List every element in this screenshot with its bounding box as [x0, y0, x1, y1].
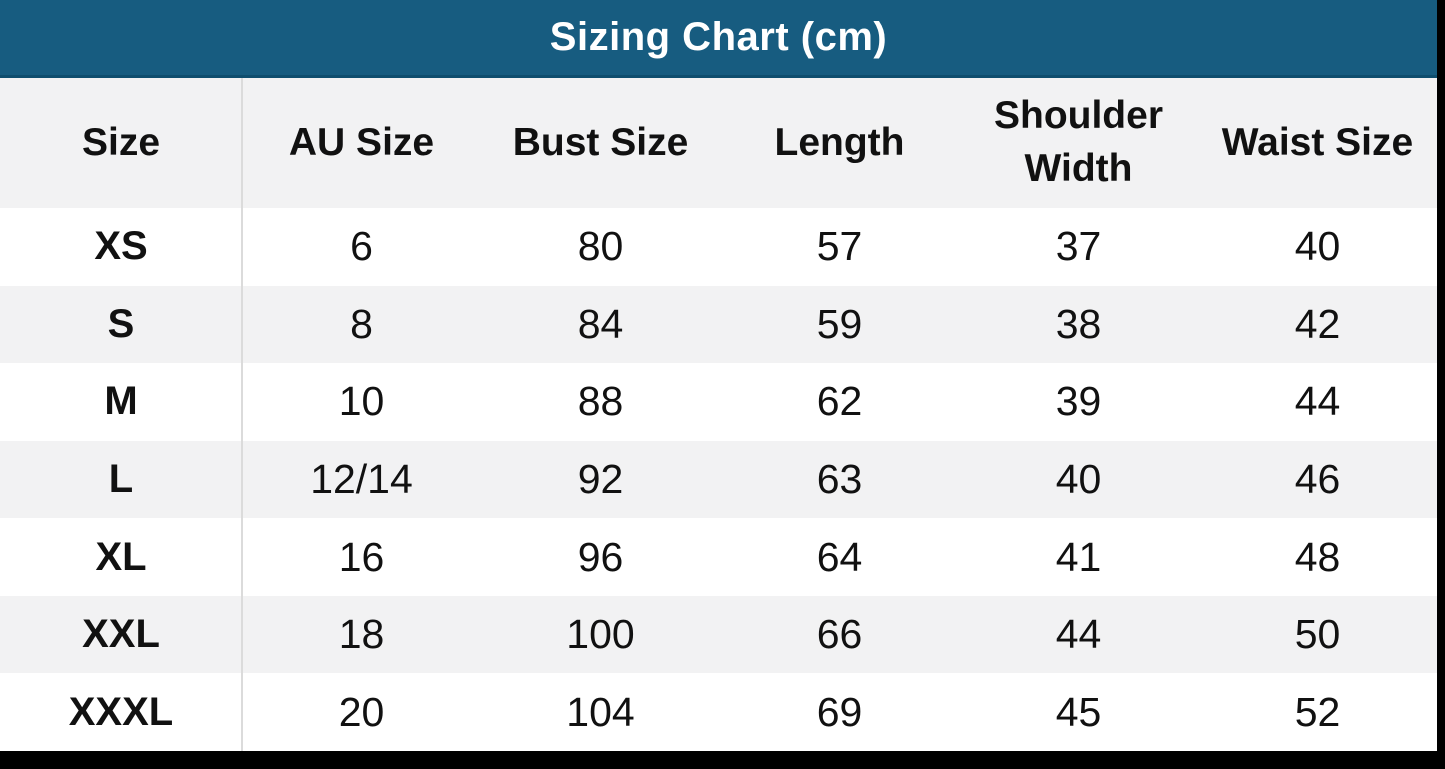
column-header-au-size: AU Size: [288, 120, 435, 164]
value-cell: 45: [1055, 688, 1102, 735]
size-column-separator: [241, 78, 243, 751]
value-cell: 84: [577, 300, 624, 347]
size-label-cell: M: [104, 379, 138, 424]
table-row: XL 16 96 64 41 48: [0, 518, 1437, 596]
column-header-shoulder-width: Shoulder Width: [993, 94, 1163, 190]
value-cell: 20: [338, 688, 385, 735]
table-row: XXL 18 100 66 44 50: [0, 595, 1437, 674]
value-cell: 40: [1294, 223, 1341, 270]
column-header-length: Length: [774, 120, 905, 164]
value-cell: 62: [816, 378, 863, 425]
sizing-chart-card: Sizing Chart (cm) Size AU Size Bust Size…: [0, 0, 1437, 751]
value-cell: 6: [350, 223, 373, 270]
value-cell: 18: [338, 611, 385, 658]
value-cell: 44: [1055, 611, 1102, 658]
title-bar: Sizing Chart (cm): [0, 0, 1437, 78]
value-cell: 69: [816, 688, 863, 735]
value-cell: 8: [350, 300, 373, 347]
value-cell: 100: [566, 611, 635, 658]
table-row: L 12/14 92 63 40 46: [0, 440, 1437, 519]
value-cell: 88: [577, 378, 624, 425]
value-cell: 42: [1294, 300, 1341, 347]
size-label-cell: XS: [94, 224, 148, 269]
value-cell: 59: [816, 300, 863, 347]
value-cell: 10: [338, 378, 385, 425]
table-row: S 8 84 59 38 42: [0, 285, 1437, 364]
value-cell: 92: [577, 455, 624, 502]
value-cell: 57: [816, 223, 863, 270]
table-header-row: Size AU Size Bust Size Length Shoulder W…: [0, 78, 1437, 208]
table-body: XS 6 80 57 37 40 S 8 84 59 38 42 M 10 88 62 39 44 L 12/14 92…: [0, 208, 1437, 751]
value-cell: 37: [1055, 223, 1102, 270]
value-cell: 41: [1055, 533, 1102, 580]
value-cell: 96: [577, 533, 624, 580]
value-cell: 48: [1294, 533, 1341, 580]
value-cell: 64: [816, 533, 863, 580]
value-cell: 44: [1294, 378, 1341, 425]
chart-title: Sizing Chart (cm): [549, 15, 888, 59]
value-cell: 12/14: [310, 455, 413, 502]
value-cell: 80: [577, 223, 624, 270]
column-header-size: Size: [81, 120, 161, 164]
size-label-cell: XXL: [82, 612, 160, 657]
column-header-waist-size: Waist Size: [1221, 120, 1414, 164]
value-cell: 63: [816, 455, 863, 502]
size-label-cell: XL: [95, 534, 147, 579]
size-label-cell: XXXL: [68, 689, 174, 734]
value-cell: 52: [1294, 688, 1341, 735]
column-header-bust-size: Bust Size: [512, 120, 689, 164]
value-cell: 104: [566, 688, 635, 735]
value-cell: 16: [338, 533, 385, 580]
value-cell: 38: [1055, 300, 1102, 347]
value-cell: 40: [1055, 455, 1102, 502]
value-cell: 46: [1294, 455, 1341, 502]
table-row: XXXL 20 104 69 45 52: [0, 673, 1437, 751]
value-cell: 66: [816, 611, 863, 658]
table-row: M 10 88 62 39 44: [0, 363, 1437, 441]
size-label-cell: S: [107, 301, 135, 346]
table-row: XS 6 80 57 37 40: [0, 208, 1437, 286]
value-cell: 50: [1294, 611, 1341, 658]
value-cell: 39: [1055, 378, 1102, 425]
size-label-cell: L: [108, 456, 134, 501]
